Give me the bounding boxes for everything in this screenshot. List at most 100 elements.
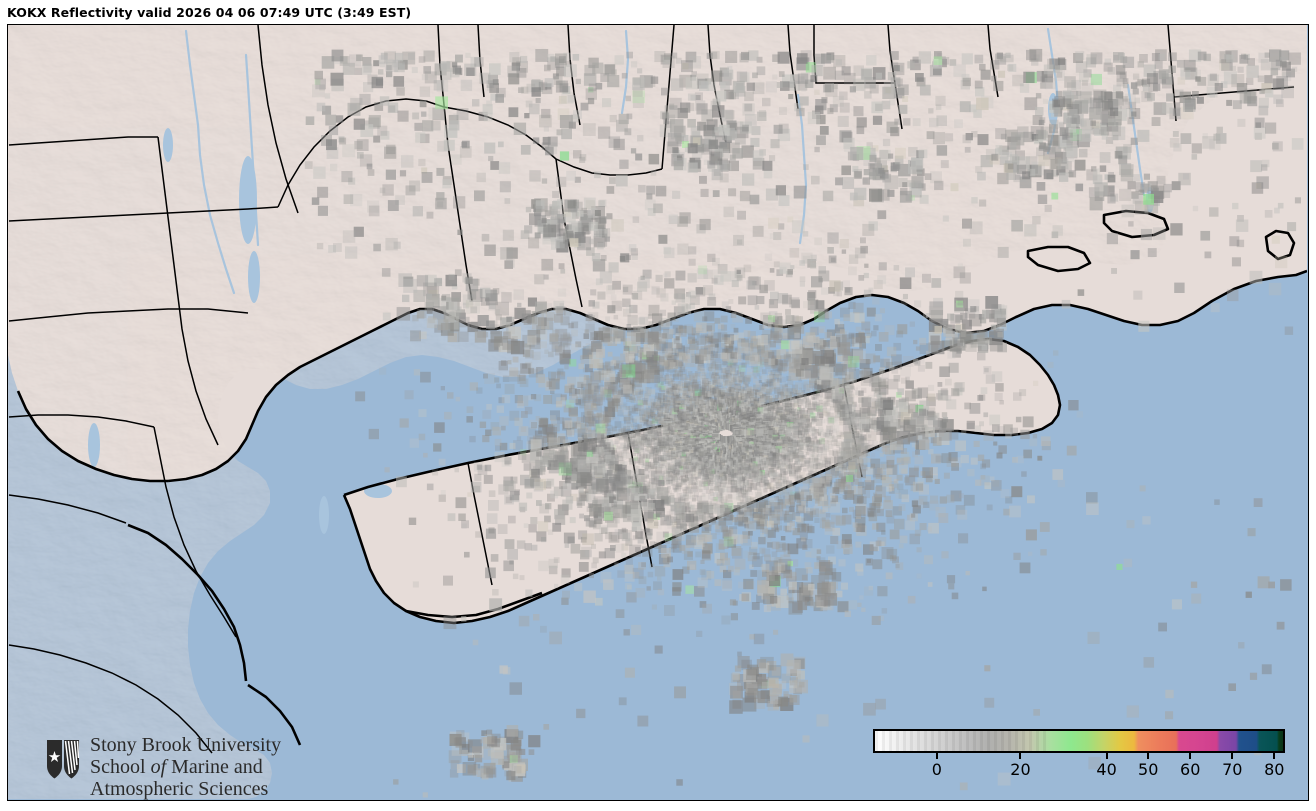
radar-echo-cell [798, 447, 803, 452]
radar-echo-cell [736, 488, 742, 494]
radar-echo-cell [719, 457, 724, 462]
radar-echo-cell [647, 429, 653, 434]
radar-echo-cell [774, 447, 780, 453]
radar-echo-cell [776, 445, 783, 452]
radar-echo-cell [646, 475, 650, 479]
radar-echo-cell [782, 447, 787, 453]
radar-echo-cell [670, 451, 678, 458]
radar-echo-cell [758, 450, 763, 456]
radar-echo-cell [677, 459, 683, 465]
radar-echo-cell [675, 483, 682, 490]
radar-echo-cell [781, 447, 785, 451]
radar-echo-cell [707, 459, 712, 464]
radar-echo-cell [746, 496, 754, 503]
radar-echo-cell [739, 472, 746, 480]
radar-echo-cell [633, 445, 641, 452]
radar-echo-cell [789, 492, 796, 498]
radar-echo-cell [684, 467, 688, 471]
radar-echo-cell [717, 370, 721, 374]
radar-echo-cell [775, 442, 783, 450]
radar-echo-cell [675, 445, 680, 451]
radar-echo-cell [778, 491, 783, 495]
radar-echo-cell [763, 470, 770, 476]
radar-echo-cell [718, 467, 722, 471]
radar-echo-cell [722, 462, 727, 468]
radar-echo-cell [713, 487, 717, 491]
radar-echo-cell [670, 477, 675, 482]
radar-echo-cell [739, 485, 746, 492]
radar-echo-cell [791, 442, 797, 449]
radar-echo-cell [805, 441, 810, 445]
map-frame[interactable]: 0 20 40 50 60 70 80 Stony B [7, 24, 1309, 801]
radar-echo-cell [802, 484, 808, 489]
radar-echo-cell [795, 440, 800, 445]
radar-echo-cell [711, 467, 718, 474]
radar-echo-cell [732, 475, 739, 482]
map-canvas[interactable]: 0 20 40 50 60 70 80 Stony B [8, 25, 1307, 800]
radar-echo-cell [723, 464, 729, 470]
radar-echo-cell [689, 459, 695, 466]
radar-echo-cell [759, 470, 765, 476]
radar-echo-cell [731, 483, 737, 489]
radar-echo-cell [662, 432, 667, 438]
radar-echo-cell [791, 466, 796, 471]
radar-echo-cell [785, 432, 789, 436]
radar-echo-cell [792, 437, 798, 443]
radar-echo-cell [737, 485, 742, 491]
radar-echo-cell [793, 430, 798, 436]
radar-echo-cell [782, 490, 788, 496]
radar-echo-cell [680, 450, 687, 458]
radar-echo-cell [647, 435, 652, 440]
radar-echo-cell [633, 439, 637, 443]
radar-echo-cell [805, 451, 810, 456]
radar-echo-cell [687, 450, 691, 455]
radar-echo-cell [773, 473, 778, 477]
radar-echo-cell [784, 452, 791, 460]
radar-echo-cell [775, 441, 782, 448]
radar-echo-cell [703, 477, 710, 485]
radar-echo-cell [756, 472, 764, 479]
radar-echo-cell [741, 467, 749, 474]
radar-echo-cell [642, 460, 649, 466]
radar-echo-cell [658, 442, 664, 447]
radar-echo-cell [654, 437, 659, 441]
radar-echo-cell [623, 426, 630, 433]
radar-echo-cell [710, 483, 718, 491]
radar-echo-cell [642, 462, 648, 468]
radar-echo-cell [626, 428, 631, 433]
radar-echo-cell [745, 454, 749, 458]
radar-echo-cell [653, 457, 657, 462]
radar-echo-cell [671, 457, 677, 463]
radar-echo-cell [692, 466, 697, 471]
radar-echo-cell [656, 444, 662, 450]
radar-echo-cell [645, 464, 650, 470]
radar-echo-cell [644, 466, 651, 473]
radar-echo-cell [633, 435, 639, 441]
radar-echo-cell [667, 467, 673, 473]
radar-echo-cell [657, 442, 661, 446]
radar-echo-cell [710, 498, 718, 506]
radar-echo-cell [646, 446, 651, 451]
radar-echo-cell [690, 492, 695, 498]
radar-echo-cell [717, 485, 725, 493]
radar-echo-cell [667, 466, 674, 473]
radar-echo-cell [701, 463, 706, 468]
radar-echo-cell [728, 474, 735, 481]
radar-echo-cell [648, 451, 656, 459]
radar-echo-cell [743, 459, 748, 463]
radar-echo-cell [762, 495, 769, 502]
radar-echo-cell [712, 459, 717, 464]
radar-echo-cell [780, 376, 786, 383]
radar-echo-cell [663, 470, 668, 474]
radar-echo-cell [622, 430, 630, 438]
radar-echo-cell [625, 433, 633, 441]
radar-echo-cell [617, 432, 625, 440]
radar-echo-cell [644, 472, 649, 477]
radar-echo-cell [661, 465, 667, 471]
radar-echo-cell [781, 444, 788, 451]
radar-echo-cell [671, 476, 679, 483]
radar-echo-cell [650, 445, 654, 450]
radar-echo-cell [731, 485, 739, 493]
radar-echo-cell [722, 483, 727, 488]
radar-echo-cell [776, 496, 779, 500]
